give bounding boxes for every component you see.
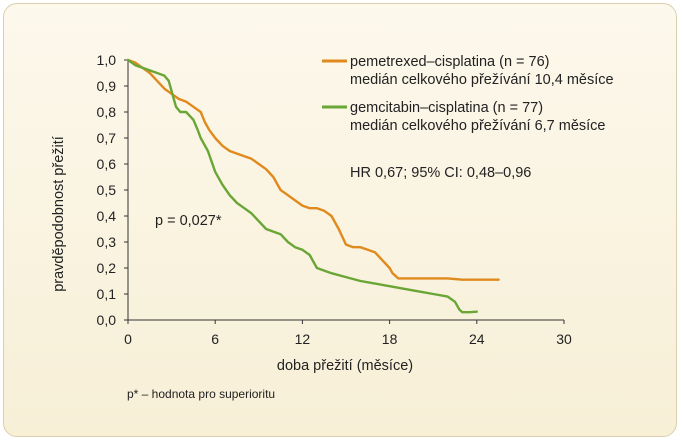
- x-axis-title: doba přežití (měsíce): [277, 358, 413, 374]
- legend-subtitle-gemcitabin: medián celkového přežívání 6,7 měsíce: [350, 118, 606, 134]
- y-tick-label: 0,1: [97, 286, 117, 302]
- y-axis-title: pravděpodobnost přežití: [51, 136, 67, 292]
- y-tick-label: 0,8: [97, 104, 117, 120]
- x-tick-label: 30: [556, 331, 572, 347]
- legend-label-gemcitabin: gemcitabin–cisplatina (n = 77): [350, 100, 543, 116]
- y-tick-label: 0,9: [97, 78, 117, 94]
- footnote: p* – hodnota pro superioritu: [127, 387, 275, 401]
- chart-frame: [3, 3, 677, 437]
- y-tick-label: 0,3: [97, 234, 117, 250]
- x-tick-label: 24: [469, 331, 485, 347]
- hazard-ratio-note: HR 0,67; 95% CI: 0,48–0,96: [350, 165, 531, 181]
- y-tick-label: 0,7: [97, 130, 117, 146]
- x-tick-label: 0: [124, 331, 132, 347]
- survival-curves: [126, 58, 500, 314]
- y-tick-label: 0,0: [97, 312, 117, 328]
- y-tick-label: 0,2: [97, 260, 117, 276]
- series-line-gemcitabin: [126, 58, 478, 314]
- legend: pemetrexed–cisplatina (n = 76) medián ce…: [322, 54, 614, 134]
- y-tick-label: 1,0: [97, 52, 117, 68]
- y-tick-label: 0,5: [97, 182, 117, 198]
- x-tick-label: 12: [295, 331, 311, 347]
- legend-subtitle-pemetrexed: medián celkového přežívání 10,4 měsíce: [350, 72, 614, 88]
- legend-label-pemetrexed: pemetrexed–cisplatina (n = 76): [350, 54, 550, 70]
- series-line-pemetrexed: [126, 58, 500, 281]
- p-value-note: p = 0,027*: [155, 213, 222, 229]
- axes: 0 6 12 18 24 30 0,0 0,1 0,2 0,3 0,4 0,5 0,6 0,7 0,8 0,9…: [97, 52, 572, 347]
- x-tick-label: 18: [382, 331, 398, 347]
- x-tick-label: 6: [211, 331, 219, 347]
- y-tick-label: 0,6: [97, 156, 117, 172]
- y-tick-label: 0,4: [97, 208, 117, 224]
